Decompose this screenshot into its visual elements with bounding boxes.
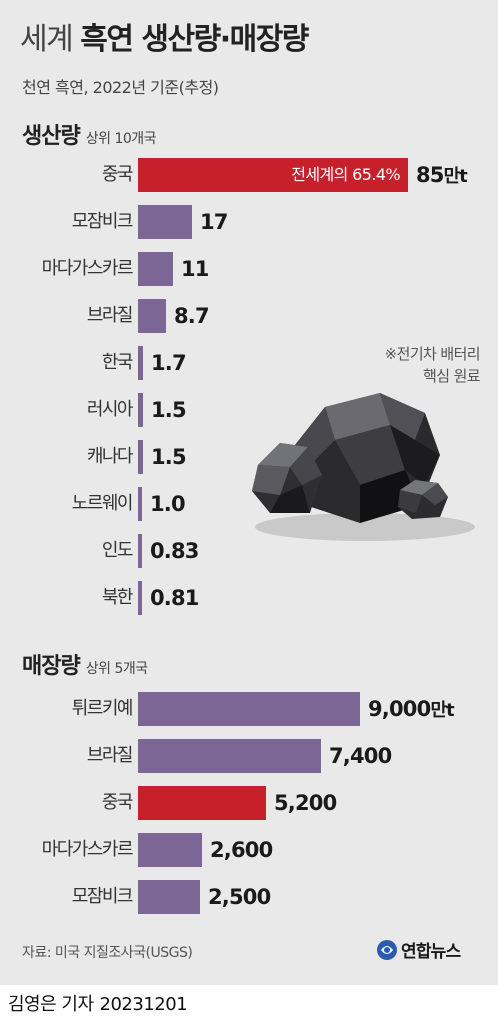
value-number: 2,600 [210, 838, 273, 862]
reserves-value-label: 7,400 [329, 744, 392, 768]
battery-note: ※전기차 배터리 핵심 원료 [300, 343, 481, 387]
title-bold: 흑연 생산량·매장량 [80, 22, 309, 57]
production-bar [138, 440, 143, 474]
production-bar-annotation: 전세계의 65.4% [291, 165, 400, 184]
production-category-label: 중국 [101, 164, 134, 185]
yonhap-logo-icon [377, 939, 397, 960]
yonhap-logo-text: 연합뉴스 [401, 942, 461, 962]
graphite-illustration [252, 393, 475, 541]
reporter-name: 김영은 기자 [8, 994, 94, 1015]
production-value-label: 1.7 [151, 351, 187, 375]
value-number: 1.7 [151, 351, 187, 375]
source-note: 자료: 미국 지질조사국(USGS) [22, 945, 193, 961]
production-category-label: 한국 [101, 352, 134, 373]
production-category-label: 북한 [101, 587, 134, 608]
production-category-label: 인도 [101, 540, 134, 561]
value-number: 17 [200, 210, 228, 234]
byline: 김영은 기자 20231201 [8, 990, 188, 1016]
reserves-bar [138, 833, 202, 867]
production-category-label: 러시아 [86, 399, 134, 420]
production-category-label: 모잠비크 [71, 211, 134, 232]
reserves-category-label: 브라질 [86, 745, 134, 766]
reserves-bar [138, 880, 200, 914]
reserves-value-label: 9,000만t [368, 697, 455, 723]
page-title: 세계 흑연 생산량·매장량 [20, 14, 309, 58]
value-number: 2,500 [208, 885, 271, 909]
yonhap-logo: 연합뉴스 [376, 937, 461, 962]
reserves-bar [138, 692, 360, 726]
production-value-label: 1.5 [151, 398, 187, 422]
value-number: 1.5 [151, 398, 187, 422]
production-value-label: 8.7 [174, 304, 210, 328]
reserves-category-label: 중국 [101, 792, 134, 813]
production-value-label: 1.5 [151, 445, 187, 469]
reserves-bar [138, 739, 321, 773]
production-value-label: 1.0 [150, 492, 186, 516]
production-bar [138, 534, 142, 568]
reserves-category-label: 튀르키예 [71, 698, 134, 719]
production-value-label: 17 [200, 210, 228, 234]
value-number: 11 [181, 257, 209, 281]
value-number: 8.7 [174, 304, 210, 328]
production-title: 생산량 [22, 124, 81, 149]
reserves-category-label: 마다가스카르 [41, 839, 134, 860]
production-bar [138, 581, 142, 615]
production-bar [138, 158, 408, 192]
note-line-2: 핵심 원료 [423, 367, 481, 385]
production-category-label: 캐나다 [86, 446, 134, 467]
reserves-section-header: 매장량 상위 5개국 [22, 648, 148, 680]
page-subtitle: 천연 흑연, 2022년 기준(추정) [22, 78, 219, 97]
title-light: 세계 [20, 22, 74, 57]
value-unit: 만t [443, 166, 468, 187]
production-category-label: 노르웨이 [71, 493, 134, 514]
publish-date: 20231201 [99, 994, 188, 1015]
value-number: 0.81 [150, 586, 199, 610]
production-value-label: 0.81 [150, 586, 199, 610]
production-category-label: 마다가스카르 [41, 258, 134, 279]
reserves-bar [138, 786, 266, 820]
production-section-header: 생산량 상위 10개국 [22, 118, 157, 150]
value-number: 1.0 [150, 492, 186, 516]
production-value-label: 0.83 [150, 539, 199, 563]
reserves-value-label: 2,600 [210, 838, 273, 862]
production-subtitle: 상위 10개국 [85, 131, 157, 147]
production-bar [138, 487, 142, 521]
infographic-card: 세계 흑연 생산량·매장량 천연 흑연, 2022년 기준(추정) 생산량 상위 … [0, 0, 498, 985]
reserves-value-label: 5,200 [274, 791, 337, 815]
production-value-label: 11 [181, 257, 209, 281]
value-number: 0.83 [150, 539, 199, 563]
production-bar [138, 393, 143, 427]
note-line-1: ※전기차 배터리 [384, 345, 481, 363]
value-number: 85 [416, 163, 444, 187]
value-number: 7,400 [329, 744, 392, 768]
reserves-subtitle: 상위 5개국 [85, 661, 148, 677]
production-bar [138, 299, 166, 333]
production-bar [138, 205, 192, 239]
value-number: 9,000 [368, 697, 431, 721]
value-number: 1.5 [151, 445, 187, 469]
reserves-category-label: 모잠비크 [71, 886, 134, 907]
reserves-value-label: 2,500 [208, 885, 271, 909]
production-value-label: 85만t [416, 163, 468, 189]
value-number: 5,200 [274, 791, 337, 815]
reserves-title: 매장량 [22, 654, 81, 679]
production-bar [138, 252, 173, 286]
graphite-shadow [255, 513, 475, 541]
production-bar [138, 346, 143, 380]
value-unit: 만t [430, 700, 454, 721]
production-category-label: 브라질 [86, 305, 134, 326]
